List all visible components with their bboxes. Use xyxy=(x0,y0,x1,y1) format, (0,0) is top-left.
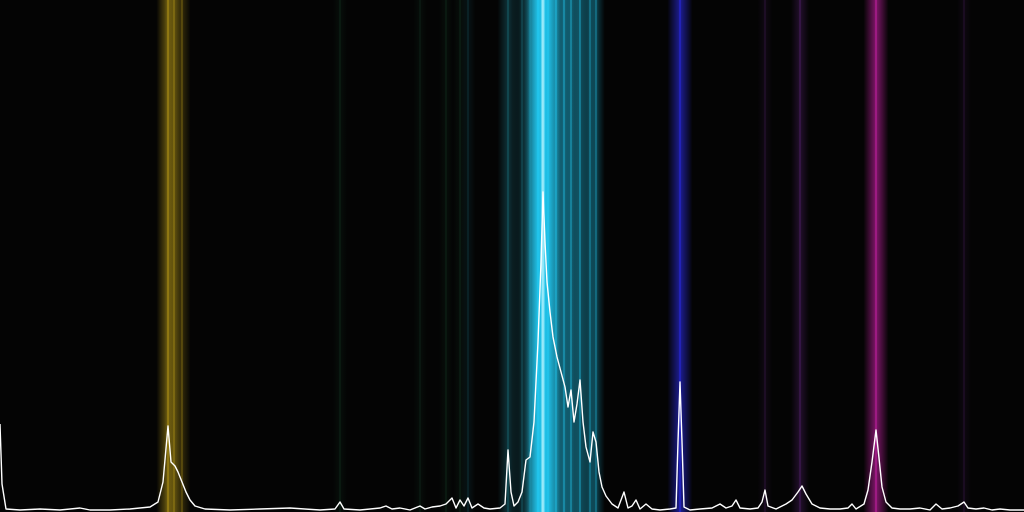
emission-band-core xyxy=(963,0,965,512)
intensity-trace xyxy=(0,191,1024,511)
emission-band-core xyxy=(579,0,581,512)
emission-band-core xyxy=(339,0,341,512)
emission-band xyxy=(438,0,454,512)
emission-band-core xyxy=(445,0,447,512)
emission-band-core xyxy=(419,0,421,512)
emission-band xyxy=(460,0,476,512)
emission-band xyxy=(757,0,773,512)
emission-band-core xyxy=(459,0,461,512)
emission-band-core xyxy=(595,0,597,512)
emission-band-core xyxy=(764,0,766,512)
emission-band-core xyxy=(875,0,877,512)
emission-band-core xyxy=(467,0,469,512)
emission-band xyxy=(957,0,971,512)
emission-band xyxy=(173,0,191,512)
emission-band xyxy=(587,0,605,512)
emission-band-core xyxy=(507,0,509,512)
emission-band xyxy=(791,0,809,512)
emission-band-core xyxy=(679,0,681,512)
emission-band-core xyxy=(181,0,183,512)
series-line xyxy=(0,191,1024,511)
emission-band-core xyxy=(799,0,801,512)
emission-band xyxy=(332,0,348,512)
emission-band xyxy=(413,0,427,512)
